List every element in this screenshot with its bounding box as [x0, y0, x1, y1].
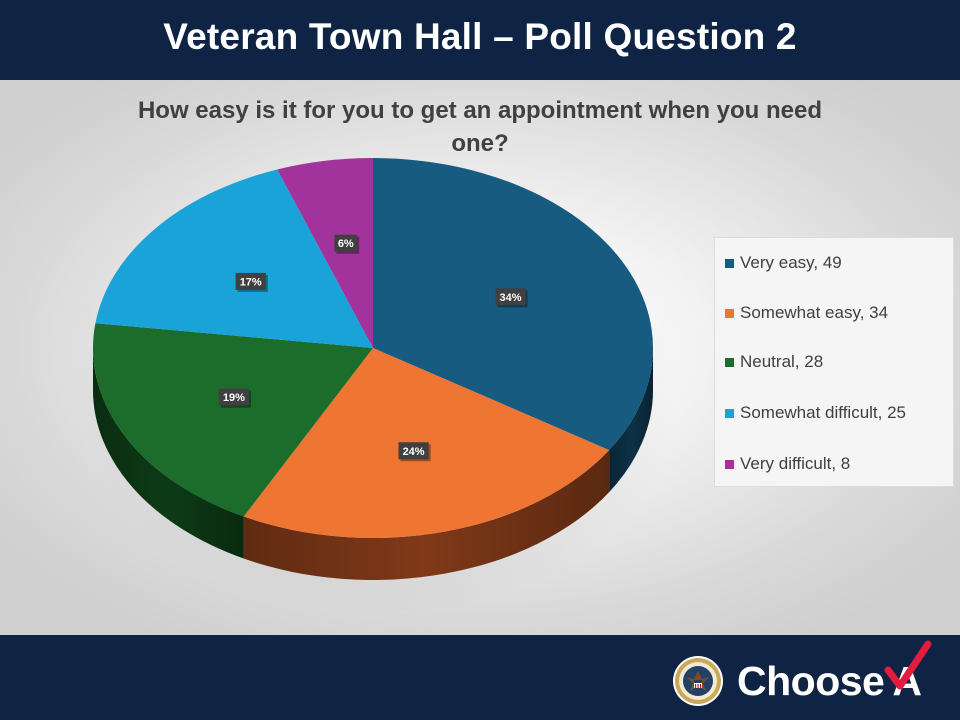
brand-text: Choose — [737, 658, 885, 704]
data-label-neutral: 19% — [218, 388, 252, 408]
legend-item-somewhat-difficult: Somewhat difficult, 25 — [725, 403, 906, 423]
brand-checkmark-icon — [884, 640, 932, 690]
pie-side-shade-very-easy — [609, 348, 654, 493]
data-label-box — [495, 288, 526, 306]
legend-item-very-difficult: Very difficult, 8 — [725, 454, 850, 474]
data-label-text: 34% — [499, 292, 521, 304]
data-label-text: 6% — [338, 238, 354, 250]
pie-slice-neutral — [93, 323, 374, 517]
data-label-very-easy: 34% — [495, 288, 528, 308]
slide-header: Veteran Town Hall – Poll Question 2 — [0, 0, 960, 80]
legend-swatch-somewhat-easy — [725, 308, 734, 318]
legend-label-neutral: Neutral, 28 — [740, 352, 824, 371]
legend-label-very-easy: Very easy, 49 — [740, 253, 842, 272]
data-label-very-difficult: 6% — [334, 234, 360, 254]
data-label-box — [218, 388, 250, 406]
legend-item-very-easy: Very easy, 49 — [725, 253, 842, 273]
pie-side-shade-somewhat-easy — [243, 450, 610, 580]
data-label-box — [235, 272, 266, 290]
legend-swatch-somewhat-difficult — [725, 408, 734, 418]
legend-label-somewhat-difficult: Somewhat difficult, 25 — [740, 403, 906, 422]
legend-item-somewhat-easy: Somewhat easy, 34 — [725, 303, 888, 323]
data-label-text: 19% — [223, 392, 245, 404]
data-label-somewhat-easy: 24% — [398, 442, 431, 462]
legend-item-neutral: Neutral, 28 — [725, 352, 823, 372]
data-label-box — [398, 442, 429, 460]
chart-title: How easy is it for you to get an appoint… — [137, 97, 823, 157]
slide-title: Veteran Town Hall – Poll Question 2 — [163, 16, 797, 57]
data-label-text: 17% — [240, 276, 262, 288]
legend-label-very-difficult: Very difficult, 8 — [740, 454, 851, 473]
legend-swatch-neutral — [725, 357, 734, 367]
legend-label-somewhat-easy: Somewhat easy, 34 — [740, 303, 889, 322]
data-label-somewhat-difficult: 17% — [235, 272, 268, 292]
pie-side-shade-neutral — [93, 348, 244, 559]
legend-swatch-very-easy — [725, 258, 734, 268]
pie-slice-somewhat-difficult — [95, 169, 374, 348]
slide-footer — [0, 635, 960, 720]
data-label-box — [334, 234, 358, 252]
va-seal-icon — [673, 656, 723, 706]
pie-slice-very-difficult — [277, 158, 373, 348]
legend-swatch-very-difficult — [725, 459, 734, 469]
chart-legend: Very easy, 49 Somewhat easy, 34 Neutral,… — [714, 237, 954, 487]
data-label-text: 24% — [403, 446, 425, 458]
